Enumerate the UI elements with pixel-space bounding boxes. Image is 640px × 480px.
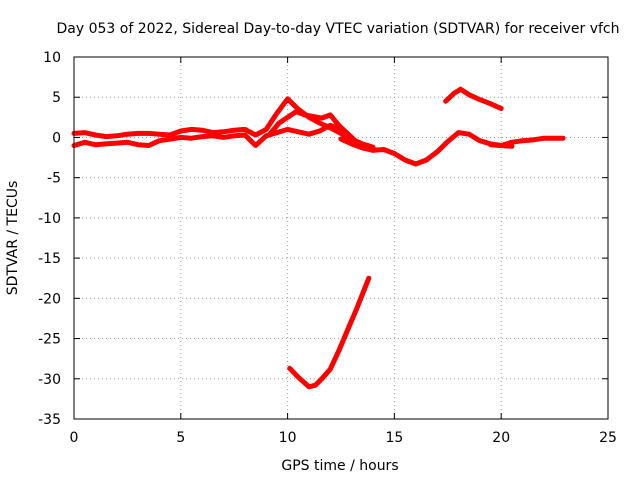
chart-title: Day 053 of 2022, Sidereal Day-to-day VTE…	[56, 21, 619, 37]
x-tick-label: 0	[70, 430, 79, 446]
plot-frame	[73, 56, 609, 420]
y-tick-label: -5	[47, 171, 61, 187]
x-tick-label: 20	[492, 430, 510, 446]
x-tick-label: 25	[599, 430, 617, 446]
y-tick-label: 5	[52, 90, 61, 106]
x-tick-label: 5	[176, 430, 185, 446]
series-arc-main-upper	[71, 96, 376, 153]
series-arc-high	[443, 86, 504, 111]
y-tick-labels: 10 5 0 -5 -10 -15 -20 -25 -30 -35	[38, 50, 61, 428]
series-arc-mid	[268, 109, 367, 148]
y-tick-label: 10	[43, 50, 61, 66]
series-group	[71, 86, 566, 390]
series-arc-deep	[287, 275, 372, 390]
y-tick-label: -20	[38, 291, 61, 307]
y-tick-label: 0	[52, 130, 61, 146]
y-tick-label: -30	[38, 372, 61, 388]
series-arc-evening	[488, 135, 566, 148]
ticks	[73, 56, 609, 420]
x-axis-label: GPS time / hours	[281, 458, 398, 474]
x-tick-labels: 0 5 10 15 20 25	[70, 430, 617, 446]
y-axis-label: SDTVAR / TECUs	[5, 181, 21, 296]
x-tick-label: 15	[385, 430, 403, 446]
y-tick-label: -35	[38, 412, 61, 428]
y-tick-label: -15	[38, 251, 61, 267]
grid	[74, 57, 608, 419]
series-arc-afternoon	[338, 130, 515, 167]
y-tick-label: -10	[38, 211, 61, 227]
series-arc-main-lower	[71, 122, 376, 150]
y-tick-label: -25	[38, 332, 61, 348]
x-tick-label: 10	[279, 430, 297, 446]
